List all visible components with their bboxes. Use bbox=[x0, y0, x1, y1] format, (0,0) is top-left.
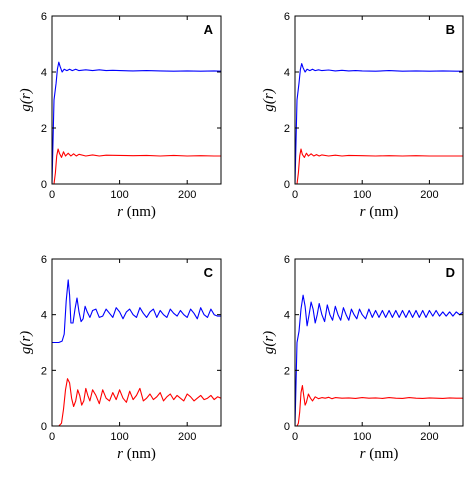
series-line-red bbox=[52, 378, 221, 426]
y-tick-label: 0 bbox=[284, 421, 290, 433]
x-axis-label: r (nm) bbox=[360, 446, 399, 462]
y-tick-label: 4 bbox=[284, 67, 290, 79]
y-tick-label: 2 bbox=[284, 365, 290, 377]
x-tick-label: 0 bbox=[292, 431, 298, 443]
y-tick-label: 0 bbox=[41, 421, 47, 433]
x-tick-label: 100 bbox=[110, 189, 128, 201]
x-tick-label: 100 bbox=[353, 431, 371, 443]
y-tick-label: 4 bbox=[284, 310, 290, 322]
y-axis-label: g(r) bbox=[18, 88, 34, 111]
y-tick-label: 6 bbox=[284, 254, 290, 266]
y-tick-label: 4 bbox=[41, 67, 47, 79]
x-tick-label: 100 bbox=[353, 189, 371, 201]
x-tick-label: 0 bbox=[292, 189, 298, 201]
plot-frame bbox=[294, 258, 464, 427]
y-axis-label: g(r) bbox=[18, 331, 34, 354]
x-tick-label: 0 bbox=[49, 431, 55, 443]
plot-frame bbox=[51, 258, 222, 427]
panel-label: B bbox=[446, 22, 455, 37]
y-axis-label: g(r) bbox=[261, 88, 277, 111]
chart-panel-c: 0 100 200 0 2 4 6 Cr (nm) g(r) bbox=[18, 254, 222, 462]
y-axis-label: g(r) bbox=[261, 331, 277, 354]
series-line-red bbox=[52, 148, 221, 184]
panel-label: A bbox=[204, 22, 214, 37]
chart-panel-b: 0 100 200 0 2 4 6 Br (nm) g(r) bbox=[261, 11, 464, 220]
x-tick-label: 200 bbox=[178, 189, 196, 201]
x-tick-label: 200 bbox=[178, 431, 196, 443]
y-tick-label: 2 bbox=[41, 123, 47, 135]
y-tick-label: 0 bbox=[284, 179, 290, 191]
series-line-blue bbox=[295, 63, 463, 184]
plot-frame bbox=[51, 15, 222, 185]
y-tick-label: 2 bbox=[41, 365, 47, 377]
panel-label: C bbox=[204, 265, 214, 280]
x-tick-label: 200 bbox=[420, 189, 438, 201]
x-axis-label: r (nm) bbox=[117, 204, 156, 220]
x-tick-label: 100 bbox=[110, 431, 128, 443]
y-tick-label: 2 bbox=[284, 123, 290, 135]
series-line-blue bbox=[52, 279, 221, 344]
x-tick-label: 200 bbox=[420, 431, 438, 443]
y-tick-label: 4 bbox=[41, 310, 47, 322]
x-tick-label: 0 bbox=[49, 189, 55, 201]
y-tick-label: 6 bbox=[284, 11, 290, 23]
y-tick-label: 6 bbox=[41, 254, 47, 266]
series-line-blue bbox=[295, 294, 463, 426]
panel-label: D bbox=[446, 265, 455, 280]
series-line-blue bbox=[52, 61, 221, 184]
series-line-red bbox=[295, 148, 463, 184]
y-tick-label: 0 bbox=[41, 179, 47, 191]
x-axis-label: r (nm) bbox=[117, 446, 156, 462]
x-axis-label: r (nm) bbox=[360, 204, 399, 220]
series-line-red bbox=[295, 385, 463, 426]
chart-panel-d: 0 100 200 0 2 4 6 Dr (nm) g(r) bbox=[261, 254, 464, 462]
chart-panel-a: 0 100 200 0 2 4 6 Ar (nm) g(r) bbox=[18, 11, 222, 220]
plot-frame bbox=[294, 15, 464, 185]
y-tick-label: 6 bbox=[41, 11, 47, 23]
